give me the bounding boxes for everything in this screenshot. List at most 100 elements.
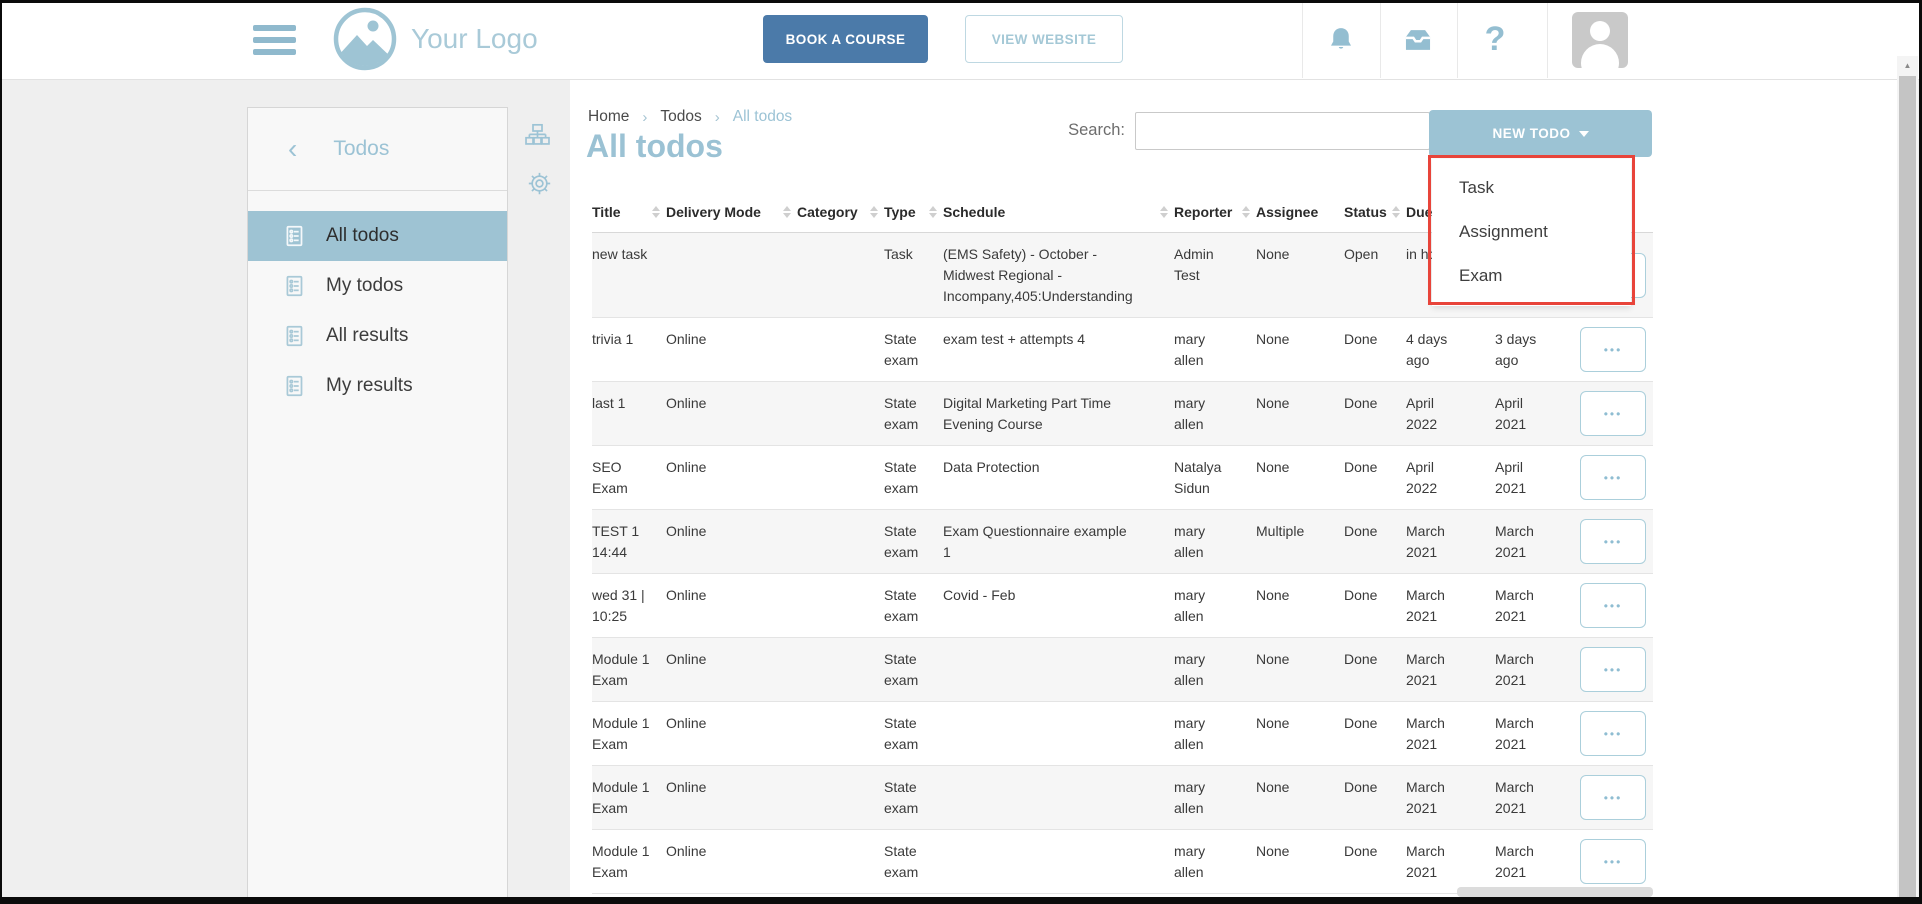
row-actions-button[interactable]: ••• — [1580, 327, 1646, 372]
sort-arrows-icon — [929, 206, 937, 218]
menu-item-exam[interactable]: Exam — [1459, 266, 1503, 285]
logo[interactable]: Your Logo — [333, 7, 538, 71]
cell-schedule: Data Protection — [943, 445, 1174, 510]
sidebar-item-label: My results — [326, 375, 413, 396]
cell-assignee: None — [1256, 381, 1344, 446]
header-divider — [1380, 2, 1381, 78]
cell-status: Done — [1344, 509, 1406, 574]
column-header-status[interactable]: Status — [1344, 192, 1406, 233]
todo-list-icon — [282, 273, 308, 299]
cell-type: State exam — [884, 445, 943, 510]
notifications-bell-icon[interactable] — [1303, 0, 1379, 79]
cell-due: March 2021 — [1406, 509, 1495, 574]
cell-assignee: None — [1256, 637, 1344, 702]
column-label: Type — [884, 204, 916, 220]
todo-list-icon — [282, 223, 308, 249]
cell-due: 4 days ago — [1406, 317, 1495, 382]
cell-assignee: None — [1256, 701, 1344, 766]
column-header-type[interactable]: Type — [884, 192, 943, 233]
row-actions-button[interactable]: ••• — [1580, 711, 1646, 756]
sidebar-back-header[interactable]: ‹ Todos — [248, 108, 507, 191]
new-todo-button[interactable]: NEW TODO — [1429, 110, 1652, 157]
cell-reporter: Natalya Sidun — [1174, 445, 1256, 510]
menu-item-assignment[interactable]: Assignment — [1459, 222, 1548, 241]
logo-image-icon — [333, 7, 397, 71]
sort-arrows-icon — [652, 206, 660, 218]
row-actions-button[interactable]: ••• — [1580, 455, 1646, 500]
table-row: Module 1 Exam Online State exam mary allen N… — [592, 637, 1653, 702]
sidebar-title: Todos — [333, 137, 390, 160]
row-actions-button[interactable]: ••• — [1580, 391, 1646, 436]
header-divider — [1457, 2, 1458, 78]
header-divider — [1302, 2, 1303, 78]
column-label: Status — [1344, 204, 1387, 220]
menu-item-task[interactable]: Task — [1459, 178, 1494, 197]
cell-actions: ••• — [1573, 573, 1653, 638]
cell-delivery_mode: Online — [666, 445, 797, 510]
cell-schedule — [943, 829, 1174, 894]
sidebar-item-my-results[interactable]: My results — [248, 361, 507, 411]
table-row: SEO Exam Online State exam Data Protection N… — [592, 445, 1653, 510]
cell-schedule — [943, 701, 1174, 766]
settings-gear-icon[interactable] — [526, 170, 553, 197]
vertical-scrollbar-thumb[interactable] — [1899, 76, 1916, 897]
sort-arrows-icon — [783, 206, 791, 218]
cell-status: Done — [1344, 317, 1406, 382]
cell-due: March 2021 — [1406, 637, 1495, 702]
sidebar-item-all-todos[interactable]: All todos — [248, 211, 507, 261]
sidebar-item-my-todos[interactable]: My todos — [248, 261, 507, 311]
row-actions-button[interactable]: ••• — [1580, 583, 1646, 628]
cell-reporter: Admin Test — [1174, 232, 1256, 318]
column-header-category[interactable]: Category — [797, 192, 884, 233]
row-actions-button[interactable]: ••• — [1580, 839, 1646, 884]
view-website-button[interactable]: VIEW WEBSITE — [965, 15, 1123, 63]
caret-down-icon — [1578, 130, 1589, 137]
breadcrumb-item[interactable]: Home — [588, 108, 630, 125]
cell-actions: ••• — [1573, 637, 1653, 702]
sidebar-item-label: All todos — [326, 225, 399, 246]
sitemap-icon[interactable] — [524, 122, 551, 149]
cell-type: State exam — [884, 509, 943, 574]
inbox-tray-icon[interactable] — [1380, 0, 1456, 79]
horizontal-scrollbar-thumb[interactable] — [1457, 887, 1653, 897]
new-todo-label: NEW TODO — [1492, 126, 1571, 141]
cell-date2: March 2021 — [1495, 509, 1573, 574]
cell-category — [797, 381, 884, 446]
header-divider — [1547, 2, 1548, 78]
sidebar-item-all-results[interactable]: All results — [248, 311, 507, 361]
help-icon[interactable]: ? — [1484, 20, 1506, 58]
scroll-up-arrow-icon[interactable]: ▲ — [1903, 60, 1912, 70]
column-header-reporter[interactable]: Reporter — [1174, 192, 1256, 233]
cell-delivery_mode: Online — [666, 637, 797, 702]
cell-schedule: exam test + attempts 4 — [943, 317, 1174, 382]
cell-date2: 3 days ago — [1495, 317, 1573, 382]
column-header-delivery-mode[interactable]: Delivery Mode — [666, 192, 797, 233]
breadcrumb-item[interactable]: Todos — [660, 108, 702, 125]
cell-title: TEST 1 14:44 — [592, 509, 666, 574]
search-label: Search: — [1068, 121, 1125, 139]
vertical-scrollbar[interactable]: ▲ — [1897, 56, 1918, 897]
user-avatar[interactable] — [1572, 12, 1628, 68]
book-a-course-button[interactable]: BOOK A COURSE — [763, 15, 928, 63]
top-header: Your Logo BOOK A COURSE VIEW WEBSITE ? — [0, 0, 1922, 80]
sidebar: ‹ Todos All todos My todos All results My r… — [247, 107, 508, 897]
cell-title: wed 31 | 10:25 — [592, 573, 666, 638]
column-header-schedule[interactable]: Schedule — [943, 192, 1174, 233]
cell-delivery_mode: Online — [666, 701, 797, 766]
cell-date2: March 2021 — [1495, 637, 1573, 702]
row-actions-button[interactable]: ••• — [1580, 519, 1646, 564]
cell-assignee: None — [1256, 317, 1344, 382]
column-header-title[interactable]: Title — [592, 192, 666, 233]
cell-actions: ••• — [1573, 701, 1653, 766]
cell-status: Open — [1344, 232, 1406, 318]
cell-schedule — [943, 765, 1174, 830]
cell-actions: ••• — [1573, 445, 1653, 510]
search-input[interactable] — [1135, 112, 1430, 150]
row-actions-button[interactable]: ••• — [1580, 647, 1646, 692]
hamburger-menu-icon[interactable] — [253, 25, 296, 55]
row-actions-button[interactable]: ••• — [1580, 775, 1646, 820]
cell-type: State exam — [884, 765, 943, 830]
cell-title: Module 1 Exam — [592, 765, 666, 830]
cell-assignee: None — [1256, 573, 1344, 638]
